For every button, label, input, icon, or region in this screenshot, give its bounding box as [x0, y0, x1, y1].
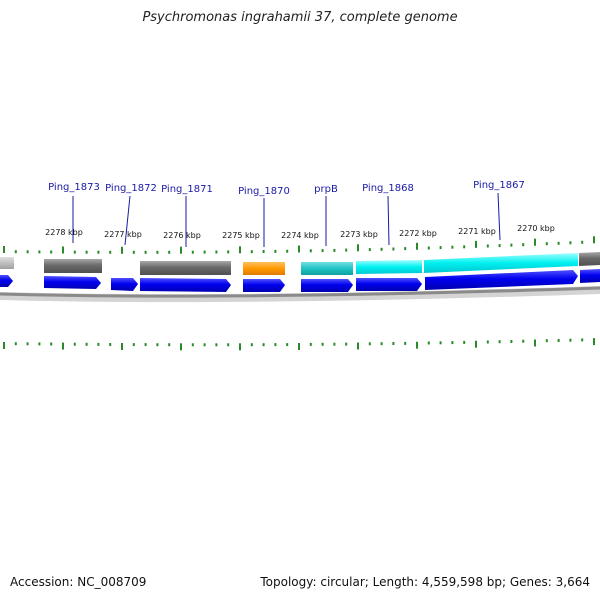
kbp-label: 2273 kbp: [340, 230, 378, 239]
backbone: [0, 286, 600, 298]
feature-cyan-1: [356, 260, 422, 274]
accession-text: Accession: NC_008709: [10, 575, 147, 589]
feature-gray-1: [44, 259, 102, 273]
map-title: Psychromonas ingrahamii 37, complete gen…: [142, 10, 458, 25]
feature-teal: [301, 262, 353, 275]
feature-gray-right: [579, 252, 600, 266]
cds-arrow: [111, 278, 138, 291]
gene-label-ping-1872: Ping_1872: [105, 183, 157, 194]
kbp-label: 2278 kbp: [45, 228, 83, 237]
kbp-label: 2272 kbp: [399, 229, 437, 238]
feature-light-left: [0, 257, 14, 269]
genome-summary-text: Topology: circular; Length: 4,559,598 bp…: [260, 575, 590, 589]
cds-arrow: [44, 276, 101, 289]
feature-orange: [243, 262, 285, 275]
kbp-label: 2270 kbp: [517, 224, 555, 233]
cds-arrow: [356, 278, 422, 291]
backbone-shadow: [0, 286, 600, 302]
feature-cyan-2: [424, 253, 578, 273]
upper-tick-ruler: [3, 236, 595, 254]
kbp-label: 2274 kbp: [281, 231, 319, 240]
kbp-label: 2271 kbp: [458, 227, 496, 236]
gene-label-ping-1867: Ping_1867: [473, 180, 525, 191]
cds-track: [0, 269, 600, 292]
gene-label-ping-1868: Ping_1868: [362, 183, 414, 194]
feature-track: [0, 252, 600, 275]
cds-arrow: [243, 279, 285, 292]
gene-label-ping-1870: Ping_1870: [238, 186, 290, 197]
gene-label-ping-1871: Ping_1871: [161, 184, 213, 195]
feature-gray-2: [140, 261, 231, 275]
gene-labels: Ping_1873 Ping_1872 Ping_1871 Ping_1870 …: [48, 180, 525, 197]
kbp-label: 2275 kbp: [222, 231, 260, 240]
kbp-label: 2276 kbp: [163, 231, 201, 240]
cds-arrow: [0, 275, 13, 287]
gene-label-prpb: prpB: [314, 184, 338, 195]
gene-label-leaders: [72, 192, 501, 247]
gene-label-ping-1873: Ping_1873: [48, 182, 100, 193]
cds-arrow: [425, 270, 578, 290]
cds-arrow: [580, 269, 600, 283]
cds-arrow: [301, 279, 353, 292]
cds-arrow: [140, 278, 231, 292]
lower-tick-ruler: [3, 338, 595, 351]
position-labels: 2278 kbp 2277 kbp 2276 kbp 2275 kbp 2274…: [45, 224, 555, 240]
kbp-label: 2277 kbp: [104, 230, 142, 239]
